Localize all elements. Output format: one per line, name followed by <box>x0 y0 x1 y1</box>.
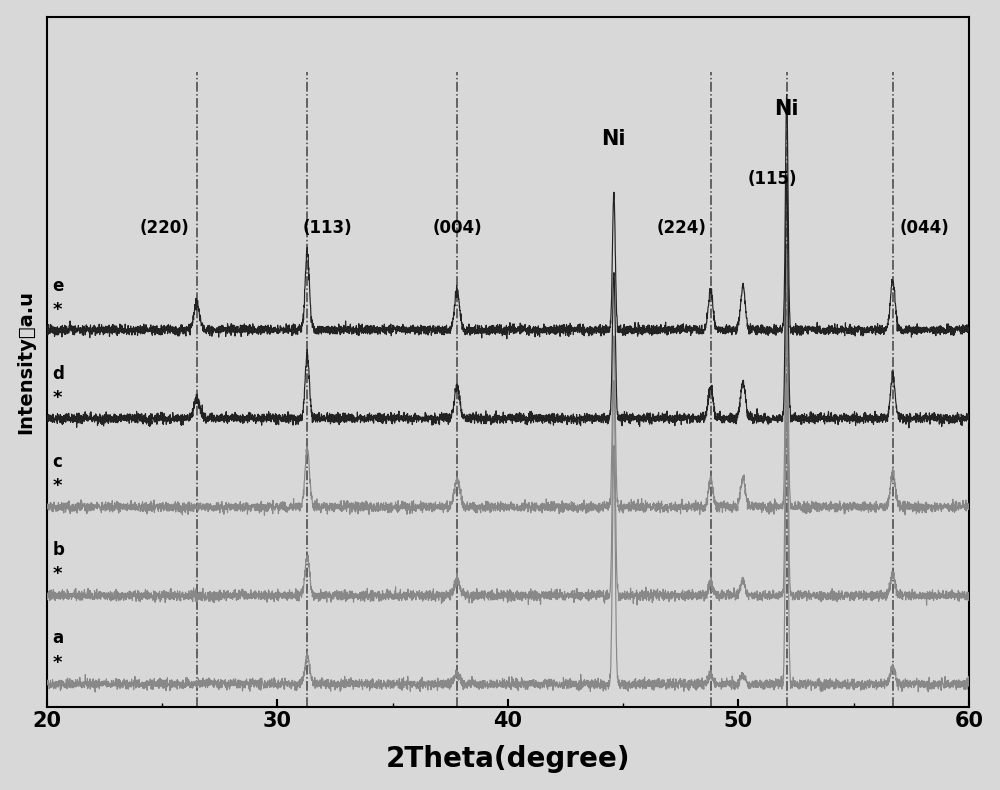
Text: (113): (113) <box>303 219 352 237</box>
Text: *: * <box>53 389 62 408</box>
Text: d: d <box>53 365 64 383</box>
Text: *: * <box>53 477 62 495</box>
Text: (044): (044) <box>900 219 949 237</box>
Text: (224): (224) <box>656 219 706 237</box>
Text: a: a <box>53 629 64 647</box>
Text: Ni: Ni <box>774 100 799 119</box>
X-axis label: 2Theta(degree): 2Theta(degree) <box>386 745 630 773</box>
Text: e: e <box>53 276 64 295</box>
Text: *: * <box>53 566 62 584</box>
Text: (115): (115) <box>748 170 797 188</box>
Text: (004): (004) <box>432 219 482 237</box>
Text: *: * <box>53 301 62 319</box>
Text: *: * <box>53 653 62 672</box>
Y-axis label: Intensity（a.u: Intensity（a.u <box>17 290 36 434</box>
Text: Ni: Ni <box>602 129 626 149</box>
Text: (220): (220) <box>140 219 190 237</box>
Text: c: c <box>53 453 62 471</box>
Text: b: b <box>53 541 64 559</box>
